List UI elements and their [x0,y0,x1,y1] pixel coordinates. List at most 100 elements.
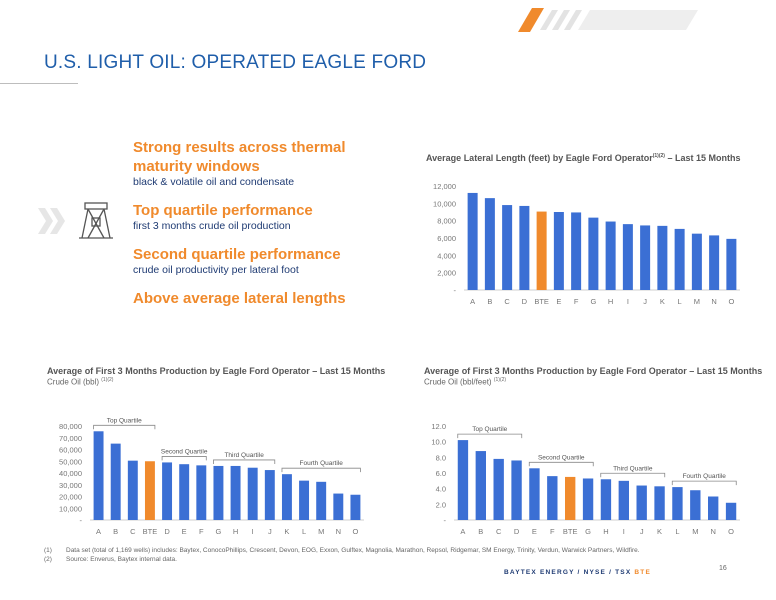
x-tick-label: BTE [534,297,549,306]
highlight-sub: first 3 months crude oil production [133,220,291,232]
bar-k [657,225,668,290]
ticker: BTE [634,569,651,576]
quartile-bracket [528,461,594,467]
quartile-label: Second Quartile [538,454,585,461]
bar-h [600,479,612,520]
y-tick-label: 2,000 [437,269,456,278]
stripe [540,10,558,30]
title-divider [0,83,78,84]
stripe [564,10,582,30]
chart-production: - 10,000 20,000 30,000 40,000 50,000 60,000 70,… [59,417,364,536]
quartile-bracket [457,433,523,439]
quartile-label: Fourth Quartile [683,473,727,480]
chart-subtitle-productivity: Crude Oil (bbl/feet) (1)(2) [424,377,507,387]
y-tick-label: 20,000 [59,493,82,502]
x-tick-label: D [164,527,170,536]
x-tick-label: B [113,527,118,536]
bar-m [691,233,702,290]
x-tick-label: O [728,527,734,536]
x-tick-label: L [675,527,679,536]
highlight-sub: crude oil productivity per lateral foot [133,264,299,276]
highlight-heading: Top quartile performance [133,202,313,219]
bar-o [350,494,361,520]
y-tick-label: - [444,516,447,525]
x-tick-label: K [657,527,662,536]
bar-l [299,480,310,520]
bar-j [640,225,651,290]
x-tick-label: H [233,527,238,536]
y-tick-label: - [454,286,457,295]
x-tick-label: C [504,297,510,306]
bar-m [316,481,327,520]
bar-f [547,476,558,520]
y-tick-label: 30,000 [59,481,82,490]
x-tick-label: F [199,527,204,536]
highlight-heading: Second quartile performance [133,246,341,263]
quartile-label: Third Quartile [224,452,264,459]
chart-title-lateral: Average Lateral Length (feet) by Eagle F… [426,153,741,163]
bar-d [162,462,173,520]
chart-title-production: Average of First 3 Months Production by … [47,366,386,376]
bar-d [519,205,530,290]
bar-k [654,486,665,520]
x-tick-label: M [694,297,700,306]
highlight-sub: black & volatile oil and condensate [133,176,295,188]
highlight-item: Above average lateral lengths [133,289,378,308]
quartile-bracket [671,480,737,486]
quartile-label: Third Quartile [613,465,653,472]
highlight-heading: Above average lateral lengths [133,290,346,307]
bar-bte [536,211,547,290]
x-tick-label: J [640,527,644,536]
bar-b [110,443,121,520]
bar-e [553,212,564,290]
x-tick-label: E [182,527,187,536]
quartile-bracket [161,456,207,461]
x-tick-label: M [318,527,324,536]
y-tick-label: 10,000 [59,504,82,513]
x-tick-label: E [556,297,561,306]
y-tick-label: 4,000 [437,251,456,260]
x-tick-label: F [550,527,555,536]
x-tick-label: N [710,527,715,536]
bar-h [605,221,616,290]
bar-c [127,460,138,520]
x-tick-label: H [603,527,608,536]
bar-g [213,465,224,520]
y-tick-label: 70,000 [59,434,82,443]
highlight-item: Strong results across thermal maturity w… [133,138,378,189]
bar-e [179,464,190,520]
bar-a [93,431,104,520]
bar-h [230,465,241,520]
bar-j [264,470,275,520]
x-tick-label: A [460,527,465,536]
bar-b [484,198,495,290]
bar-l [674,228,685,290]
x-tick-label: A [96,527,101,536]
bar-i [622,224,633,290]
bar-n [333,493,344,520]
brand-name: BAYTEX ENERGY [504,569,575,576]
y-tick-label: 12,000 [433,182,456,191]
y-tick-label: - [80,516,83,525]
quartile-label: Fourth Quartile [300,460,344,467]
quartile-label: Top Quartile [107,417,142,424]
x-tick-label: L [302,527,306,536]
chart-subtitle-production: Crude Oil (bbl) (1)(2) [47,377,114,387]
bar-d [511,460,522,520]
bar-n [708,496,719,520]
exchange-tsx: TSX [615,569,632,576]
bar-i [247,467,258,520]
footnote: (2) Source: Enverus, Baytex internal data… [44,556,177,563]
quartile-bracket [281,467,361,473]
x-tick-label: O [728,297,734,306]
stripe [578,10,698,30]
y-tick-label: 50,000 [59,457,82,466]
bar-b [475,451,486,520]
y-tick-label: 8.0 [436,453,446,462]
x-tick-label: G [216,527,222,536]
bar-n [709,235,720,290]
double-chevron-icon [38,208,65,234]
quartile-label: Second Quartile [161,448,208,455]
y-tick-label: 60,000 [59,446,82,455]
bar-c [493,458,504,520]
